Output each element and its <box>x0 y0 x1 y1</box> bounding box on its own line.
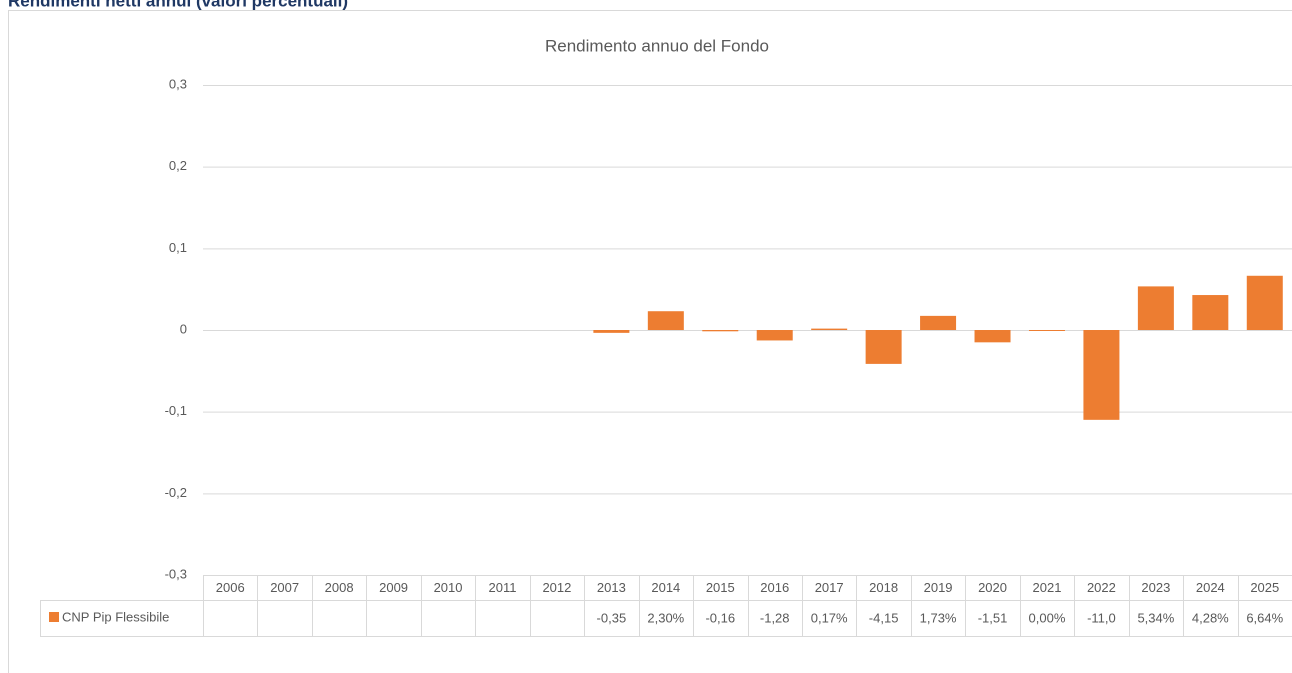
data-table-value: -0,16 <box>705 610 735 625</box>
bar <box>1192 295 1229 330</box>
bar <box>702 330 739 332</box>
y-tick-label: 0 <box>180 321 187 336</box>
x-tick-label: 2010 <box>434 580 463 595</box>
x-tick-label: 2021 <box>1033 580 1062 595</box>
x-tick-label: 2009 <box>379 580 408 595</box>
x-tick-label: 2007 <box>270 580 299 595</box>
data-table-value: -1,51 <box>978 610 1008 625</box>
bar <box>756 330 793 341</box>
data-table-value: -4,15 <box>869 610 899 625</box>
bar <box>920 315 957 330</box>
x-tick-label: 2023 <box>1141 580 1170 595</box>
data-table-value: -0,35 <box>597 610 627 625</box>
y-tick-label: 0,2 <box>169 158 187 173</box>
x-tick-label: 2017 <box>815 580 844 595</box>
x-tick-label: 2018 <box>869 580 898 595</box>
y-tick-label: 0,3 <box>169 76 187 91</box>
bar <box>811 328 848 330</box>
data-table-value: 0,00% <box>1029 610 1066 625</box>
bar <box>974 330 1011 343</box>
bar <box>1028 330 1065 331</box>
bar <box>1137 286 1174 330</box>
data-table-value: 4,28% <box>1192 610 1229 625</box>
data-table-value: -11,0 <box>1087 610 1116 625</box>
x-tick-label: 2022 <box>1087 580 1116 595</box>
data-table-value: 2,30% <box>647 610 684 625</box>
chart-title: Rendimento annuo del Fondo <box>545 36 769 55</box>
x-tick-label: 2016 <box>760 580 789 595</box>
x-tick-label: 2014 <box>651 580 680 595</box>
x-tick-label: 2015 <box>706 580 735 595</box>
bar <box>647 311 684 330</box>
y-tick-label: -0,3 <box>165 566 187 581</box>
x-tick-label: 2012 <box>542 580 571 595</box>
x-tick-label: 2006 <box>216 580 245 595</box>
bar <box>865 330 902 364</box>
x-tick-label: 2011 <box>488 580 516 595</box>
legend-swatch <box>49 612 59 622</box>
bar <box>1083 330 1120 420</box>
bar <box>1246 275 1283 330</box>
x-tick-label: 2019 <box>924 580 953 595</box>
data-table-value: 6,64% <box>1246 610 1283 625</box>
y-tick-label: -0,2 <box>165 485 187 500</box>
x-tick-label: 2008 <box>325 580 354 595</box>
data-table-value: -1,28 <box>760 610 790 625</box>
x-tick-label: 2024 <box>1196 580 1225 595</box>
x-tick-label: 2020 <box>978 580 1007 595</box>
data-table-value: 5,34% <box>1137 610 1174 625</box>
y-tick-label: 0,1 <box>169 240 187 255</box>
data-table-value: 1,73% <box>920 610 957 625</box>
bar <box>593 330 630 333</box>
x-tick-label: 2025 <box>1250 580 1279 595</box>
legend-label: CNP Pip Flessibile <box>62 609 169 624</box>
page-heading: Rendimenti netti annui (valori percentua… <box>8 0 348 10</box>
data-table-value: 0,17% <box>811 610 848 625</box>
x-tick-label: 2013 <box>597 580 626 595</box>
y-tick-label: -0,1 <box>165 403 187 418</box>
